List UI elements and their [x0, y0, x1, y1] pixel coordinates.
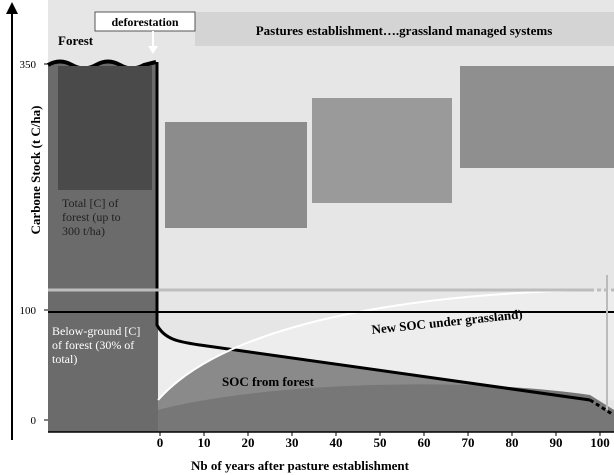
soc-curve [155, 62, 591, 402]
y-tick-label: 350 [20, 59, 37, 71]
soc-curve-dash [589, 398, 613, 416]
deforestation-box [94, 11, 196, 32]
x-tick-label: 70 [462, 435, 475, 450]
x-tick-label: 0 [157, 435, 164, 450]
x-tick-label: 40 [330, 435, 343, 450]
header-band [195, 12, 614, 46]
photo-forest [58, 66, 152, 190]
x-tick-label: 100 [590, 435, 610, 450]
y-arrowhead [6, 2, 18, 14]
x-tick-label: 50 [374, 435, 387, 450]
y-axis-title: Carbone Stock (t C/ha) [28, 106, 43, 235]
x-tick-label: 60 [418, 435, 431, 450]
forest-label: Forest [58, 33, 94, 48]
total-forest-note: Total [C] of forest (up to 300 t/ha) [62, 196, 121, 238]
soc-forest-label: SOC from forest [222, 374, 315, 389]
pastures-label: Pastures establishment….grassland manage… [256, 23, 553, 38]
y-tick-label: 100 [20, 305, 37, 317]
new-soc-curve [157, 289, 591, 401]
new-soc-area [158, 290, 614, 432]
photo-burning [165, 122, 307, 228]
x-tick-label: 80 [506, 435, 519, 450]
deforestation-arrowhead [148, 46, 158, 54]
y-tick-label: 0 [31, 415, 37, 427]
below-ground-note: Below-ground [C] of forest (30% of total… [52, 324, 141, 366]
x-tick-label: 30 [286, 435, 299, 450]
x-tick-label: 20 [242, 435, 255, 450]
deforestation-label: deforestation [111, 15, 178, 29]
x-tick-label: 10 [198, 435, 211, 450]
x-tick-label: 90 [550, 435, 563, 450]
photo-cattle [460, 66, 614, 168]
photo-pasture [312, 98, 452, 203]
x-axis-title: Nb of years after pasture establishment [191, 458, 410, 473]
base-soil-area [158, 384, 614, 432]
